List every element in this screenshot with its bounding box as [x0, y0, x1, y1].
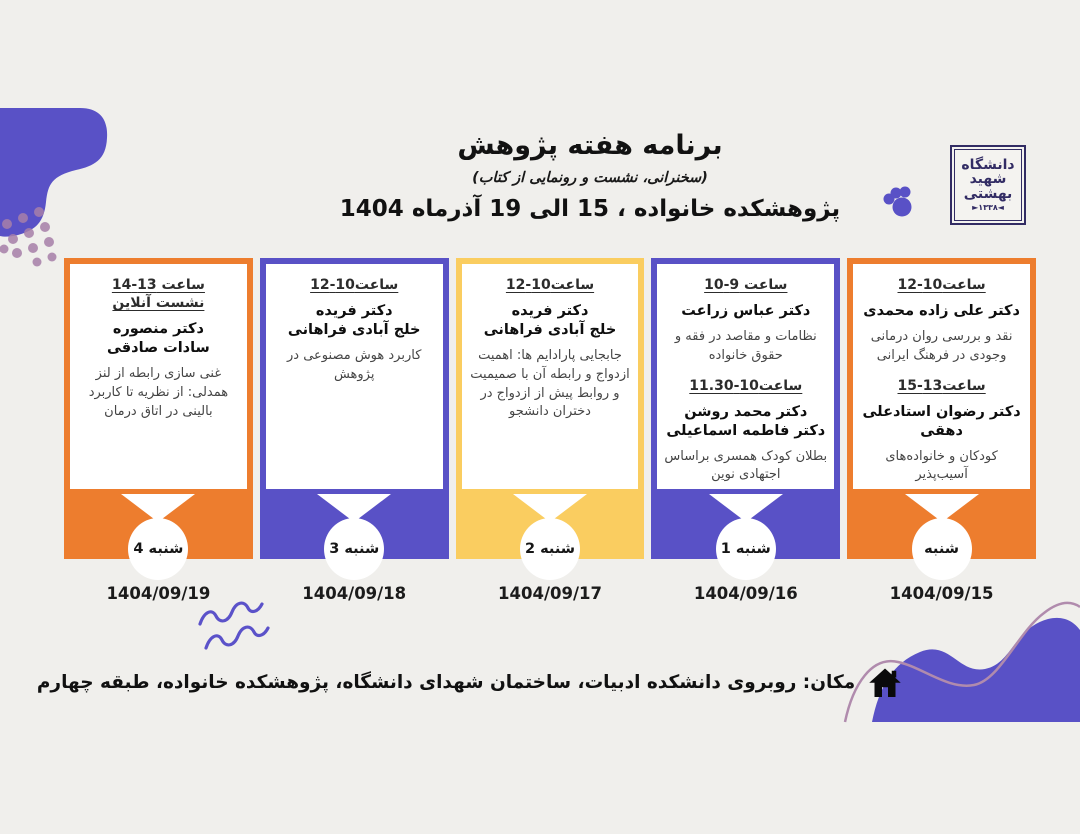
session-speakers: دکتر علی زاده محمدی [863, 303, 1020, 320]
session: ساعت10-12 دکتر فریده خلج آبادی فراهانی جا… [469, 276, 632, 422]
day-circle: 1 شنبه [715, 518, 776, 580]
session-speakers: دکتر عباس زراعت [681, 303, 811, 320]
session-speakers: دکتر فریده خلج آبادی فراهانی [287, 303, 421, 339]
band-notch [904, 494, 979, 522]
day-card: ساعت 9-10 دکتر عباس زراعت نظامات و مقاصد… [651, 258, 841, 603]
session: ساعت 13-14 نشست آنلاین دکتر منصوره سادات … [77, 276, 240, 422]
day-card-body: ساعت10-12 دکتر فریده خلج آبادی فراهانی جا… [455, 258, 645, 495]
day-circle: 2 شنبه [520, 518, 580, 580]
squiggle-lines [198, 601, 270, 650]
page-subtitle: (سخنرانی، نشست و رونمایی از کتاب) [472, 170, 708, 186]
day-card-body: ساعت10-12 دکتر علی زاده محمدی نقد و بررس… [847, 258, 1036, 495]
session-speakers: دکتر منصوره سادات صادقی [107, 321, 210, 357]
day-card-band: 1 شنبه [651, 494, 841, 580]
session-time: ساعت10-11.30 [689, 377, 803, 394]
session: ساعت10-12 دکتر فریده خلج آبادی فراهانی کا… [273, 276, 436, 385]
band-notch [708, 494, 783, 522]
session-time: ساعت13-15 [897, 377, 986, 394]
session: ساعت 9-10 دکتر عباس زراعت نظامات و مقاصد… [664, 276, 827, 366]
day-date: 1404/09/15 [889, 584, 994, 603]
session-speakers: دکتر رضوان استادعلی دهقی [862, 403, 1021, 439]
page-title: برنامه هفته پژوهش [457, 130, 723, 161]
session-time: ساعت 9-10 [704, 277, 788, 293]
session-speakers: دکتر محمد روشن دکتر فاطمه اسماعیلی [666, 403, 826, 439]
institute-and-dates: پژوهشکده خانواده ، 15 الی 19 آذرماه 1404 [339, 196, 841, 222]
day-card-band: 2 شنبه [455, 494, 645, 580]
session-speakers: دکتر فریده خلج آبادی فراهانی [483, 303, 617, 339]
location-text: مکان: روبروی دانشکده ادبیات، ساختمان شهد… [36, 671, 856, 693]
session-time2: نشست آنلاین [112, 295, 205, 312]
dots-pattern [0, 207, 57, 267]
band-notch [513, 494, 587, 522]
day-card-band: شنبه [847, 494, 1036, 580]
day-card: ساعت10-12 دکتر فریده خلج آبادی فراهانی جا… [455, 258, 645, 603]
logo-line-2: شهید [969, 171, 1007, 188]
logo-line-1: دانشگاه [961, 156, 1015, 173]
day-card-body: ساعت 13-14 نشست آنلاین دکتر منصوره سادات … [64, 258, 253, 495]
session-desc: کاربرد هوش مصنوعی در پژوهش [287, 347, 422, 382]
home-icon [869, 668, 901, 697]
day-circle: 3 شنبه [324, 518, 385, 580]
day-card: ساعت10-12 دکتر فریده خلج آبادی فراهانی کا… [259, 258, 449, 603]
day-circle-label: شنبه [924, 541, 960, 557]
day-card-body: ساعت10-12 دکتر فریده خلج آبادی فراهانی کا… [259, 258, 449, 495]
session-time: ساعت 13-14 [111, 277, 205, 293]
logo-line-3: بهشتی [963, 186, 1013, 203]
day-date: 1404/09/17 [498, 584, 602, 603]
logo-year: ◄۱۳۳۸► [972, 202, 1004, 212]
session-desc: جابجایی پارادایم ها: اهمیت ازدواج و رابط… [470, 347, 630, 420]
session-time: ساعت10-12 [505, 277, 595, 293]
session: ساعت13-15 دکتر رضوان استادعلی دهقی کودکا… [860, 377, 1023, 486]
day-circle-label: 4 شنبه [133, 541, 184, 557]
session-time: ساعت10-12 [310, 277, 399, 293]
day-circle: شنبه [911, 518, 972, 580]
day-date: 1404/09/18 [302, 584, 407, 603]
day-circle-label: 3 شنبه [329, 541, 380, 557]
day-card-band: 4 شنبه [64, 494, 253, 580]
blob-top-left [0, 108, 108, 237]
day-circle-label: 1 شنبه [720, 541, 771, 557]
band-notch [121, 494, 196, 522]
university-logo: دانشگاه شهید بهشتی ◄۱۳۳۸► [950, 145, 1026, 225]
session-desc: غنی سازی رابطه از لنز همدلی: از نظریه تا… [88, 366, 229, 419]
session-desc: نظامات و مقاصد در فقه و حقوق خانواده [674, 329, 817, 363]
day-card: ساعت 13-14 نشست آنلاین دکتر منصوره سادات … [64, 258, 253, 603]
session: ساعت10-11.30 دکتر محمد روشن دکتر فاطمه اس… [664, 377, 828, 489]
session: ساعت10-12 دکتر علی زاده محمدی نقد و بررس… [860, 276, 1023, 366]
session-time: ساعت10-12 [897, 277, 986, 293]
header: برنامه هفته پژوهش (سخنرانی، نشست و رونما… [100, 130, 1080, 222]
session-desc: بطلان کودک همسری براساس اجتهادی نوین [664, 448, 828, 483]
day-circle: 4 شنبه [128, 518, 189, 580]
timeline-row: ساعت10-12 دکتر علی زاده محمدی نقد و بررس… [64, 258, 1036, 603]
session-desc: نقد و بررسی روان درمانی وجودی در فرهنگ ا… [870, 329, 1013, 363]
day-circle-label: 2 شنبه [524, 541, 576, 557]
band-notch [317, 494, 392, 522]
day-card: ساعت10-12 دکتر علی زاده محمدی نقد و بررس… [847, 258, 1036, 603]
day-date: 1404/09/19 [106, 584, 211, 603]
day-date: 1404/09/16 [693, 584, 798, 603]
session-desc: کودکان و خانواده‌های آسیب‌پذیر [885, 448, 998, 483]
day-card-band: 3 شنبه [259, 494, 449, 580]
footer-location: مکان: روبروی دانشکده ادبیات، ساختمان شهد… [20, 660, 920, 704]
day-card-body: ساعت 9-10 دکتر عباس زراعت نظامات و مقاصد… [651, 258, 841, 495]
